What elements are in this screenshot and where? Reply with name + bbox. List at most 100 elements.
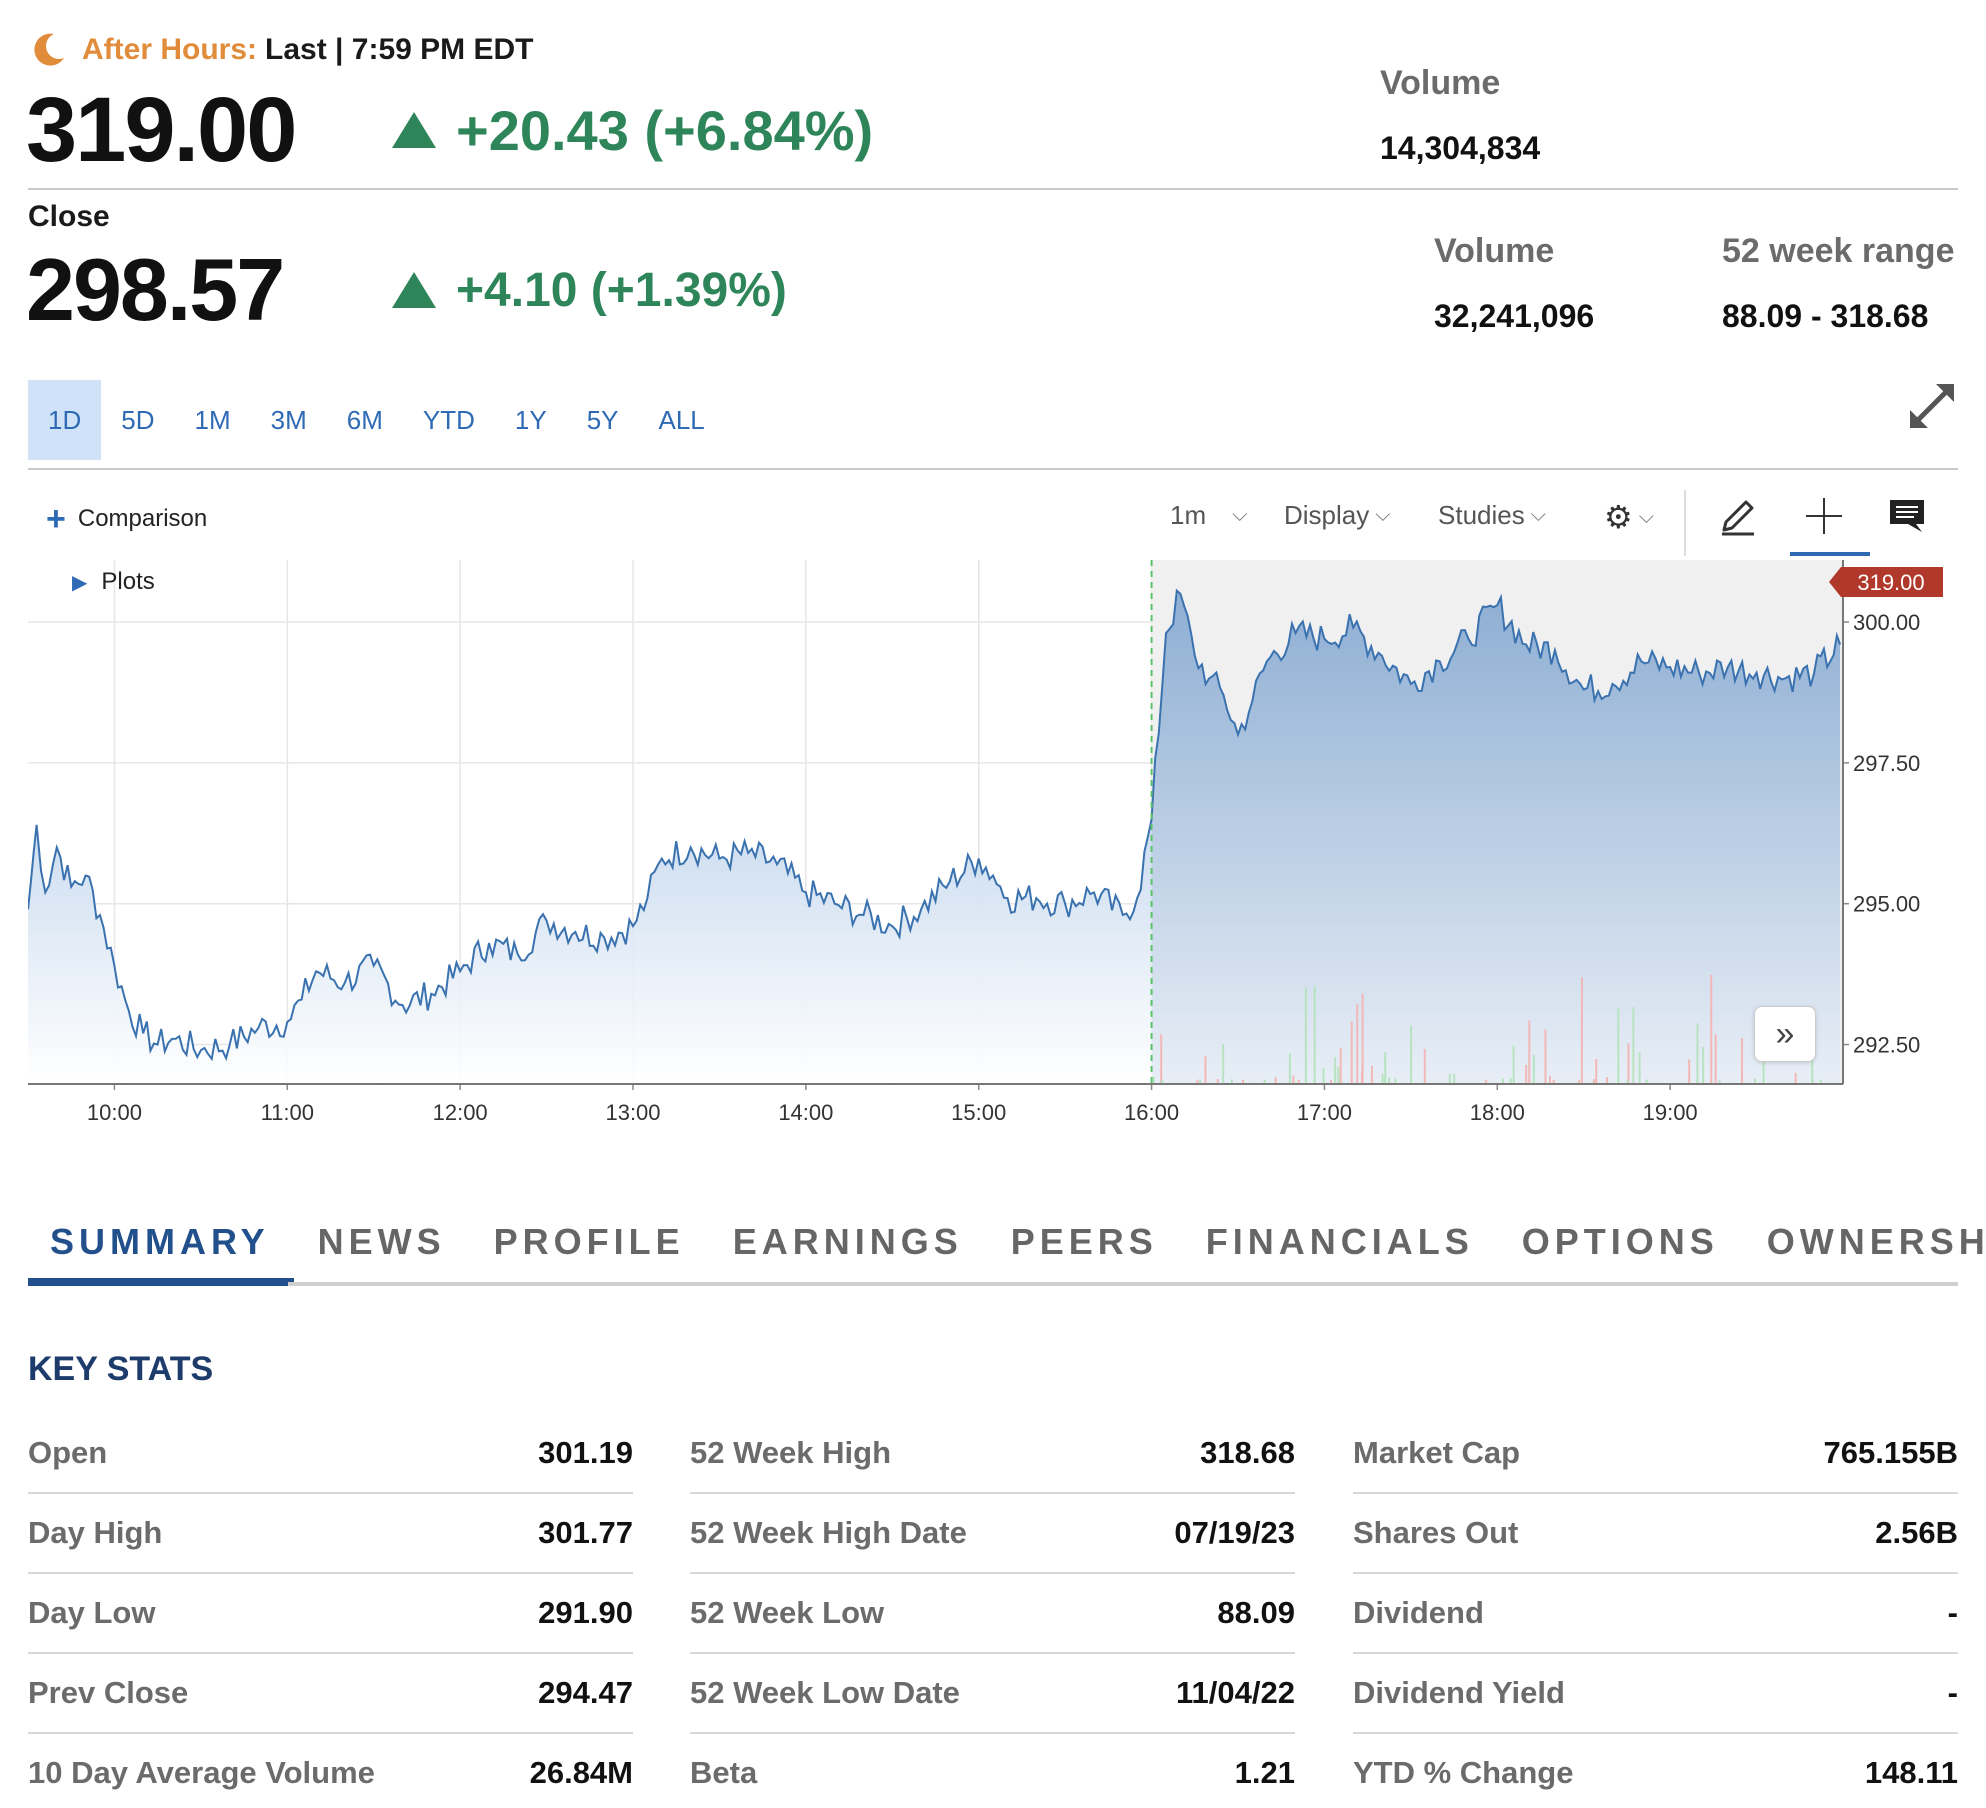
tab-summary[interactable]: SUMMARY [28,1200,294,1284]
range-divider [28,468,1958,470]
volume-bar [1230,1079,1233,1084]
tab-peers[interactable]: PEERS [1010,1221,1158,1262]
volume-bar [1819,1079,1822,1084]
volume-bar [1617,1008,1620,1084]
range-tab-3m[interactable]: 3M [270,405,307,435]
pencil-icon[interactable] [1716,494,1760,538]
x-tick-label: 10:00 [87,1100,142,1125]
key-stats-column-3: Market Cap 765.155B Shares Out 2.56B Divid… [1353,1414,1958,1808]
tab-news[interactable]: NEWS [317,1221,446,1262]
volume-bar [1199,1079,1202,1084]
after-hours-change: +20.43 (+6.84%) [392,95,873,165]
after-hours-label: After Hours: [82,33,258,66]
volume-bar [1448,1074,1451,1084]
stat-label: Dividend Yield [1353,1675,1565,1710]
stat-label: Day High [28,1515,163,1550]
close-change: +4.10 (+1.39%) [392,258,787,322]
volume-bar [1794,1072,1797,1084]
stat-label: 52 Week Low [690,1595,885,1630]
display-menu[interactable]: Display ⌵ [1284,500,1390,531]
range-tab-6m[interactable]: 6M [346,405,383,435]
tab-options[interactable]: OPTIONS [1521,1221,1719,1262]
volume-bar [1339,1047,1342,1084]
range-tab-5d[interactable]: 5D [121,405,155,435]
stat-value: 291.90 [538,1595,633,1630]
volume-bar [1334,1057,1337,1084]
volume-bar [1626,1079,1629,1084]
tab-ownership[interactable]: OWNERSHIP [1766,1221,1986,1262]
volume-bar [1718,1079,1721,1084]
volume-bar [1394,1078,1397,1084]
studies-menu[interactable]: Studies ⌵ [1438,500,1546,531]
stat-label: YTD % Change [1353,1755,1574,1790]
volume-bar [1337,1067,1340,1084]
price-chart[interactable]: 300.00 297.50 295.00 292.50 10:00 11:00 12:00 1… [28,560,1958,1150]
volume-bar [1509,1078,1512,1084]
volume-bar [1811,1053,1814,1084]
volume-bar [1222,1044,1225,1084]
volume-bar [1350,1021,1353,1084]
key-stats-column-1: Open 301.19 Day High 301.77 Day Low 291.90 … [28,1414,633,1808]
interval-select[interactable]: 1m ⌵ [1170,500,1247,531]
plots-toggle[interactable]: ▶ Plots [72,568,155,596]
after-hours-status: Last | 7:59 PM EDT [265,33,534,66]
comparison-button[interactable]: + Comparison [46,500,207,538]
stat-value: 148.11 [1864,1755,1958,1790]
stat-value: - [1947,1595,1958,1630]
x-tick-label: 16:00 [1124,1100,1179,1125]
regular-area [28,819,1152,1084]
range-tab-1d[interactable]: 1D [28,380,102,460]
range-tab-all[interactable]: ALL [658,405,705,435]
key-stats-column-2: 52 Week High 318.68 52 Week High Date 07/1… [690,1414,1295,1808]
expand-icon[interactable] [1906,380,1958,432]
scroll-to-latest-button[interactable]: » [1754,1006,1816,1062]
range-tab-ytd[interactable]: YTD [422,405,475,435]
volume-bar [1360,1071,1363,1084]
volume-bar [1204,1055,1207,1084]
settings-menu[interactable]: ⚙ ⌵ [1604,498,1654,536]
range-tab-1y[interactable]: 1Y [514,405,547,435]
stat-value: 11/04/22 [1176,1675,1295,1710]
tab-earnings[interactable]: EARNINGS [732,1221,963,1262]
stat-row: Beta 1.21 [690,1734,1295,1808]
volume-bar [1710,975,1713,1084]
after-hours-price: 319.00 [26,79,297,181]
volume-bar [1330,1079,1333,1084]
volume-bar [1632,1007,1635,1084]
tab-financials[interactable]: FINANCIALS [1205,1221,1474,1262]
after-hours-volume-label: Volume [1380,64,1501,102]
stat-row: 10 Day Average Volume 26.84M [28,1734,633,1808]
price-tag-shape [1829,567,1943,597]
volume-bar [1714,1034,1717,1084]
stat-label: Market Cap [1353,1435,1521,1470]
x-tick-label: 12:00 [433,1100,488,1125]
volume-bar [1525,1064,1528,1084]
volume-bar [1388,1077,1391,1084]
x-tick-label: 19:00 [1643,1100,1698,1125]
header-divider [28,188,1958,190]
plus-icon: + [46,500,66,538]
stat-label: Open [28,1435,108,1470]
range-tab-1m[interactable]: 1M [194,405,231,435]
volume-bar [1196,1079,1199,1084]
stat-label: 52 Week High [690,1435,892,1470]
range-tab-5y[interactable]: 5Y [586,405,619,435]
interval-label: 1m [1170,500,1207,530]
stat-row: 52 Week High Date 07/19/23 [690,1494,1295,1574]
comment-icon[interactable] [1886,496,1928,536]
volume-bar [1593,1079,1596,1084]
volume-bar [1696,1023,1699,1084]
close-price: 298.57 [26,240,285,339]
double-chevron-right-icon: » [1775,1014,1795,1053]
x-tick-label: 17:00 [1297,1100,1352,1125]
stat-row: Day High 301.77 [28,1494,633,1574]
x-tick-label: 14:00 [778,1100,833,1125]
tab-profile[interactable]: PROFILE [493,1221,685,1262]
crosshair-icon[interactable] [1802,494,1846,538]
triangle-right-icon: ▶ [72,571,88,594]
volume-bar [1753,1078,1756,1084]
volume-bar [1322,1068,1325,1084]
stat-row: Dividend Yield - [1353,1654,1958,1734]
stat-label: 52 Week Low Date [690,1675,960,1710]
key-stats-title: KEY STATS [28,1350,214,1388]
